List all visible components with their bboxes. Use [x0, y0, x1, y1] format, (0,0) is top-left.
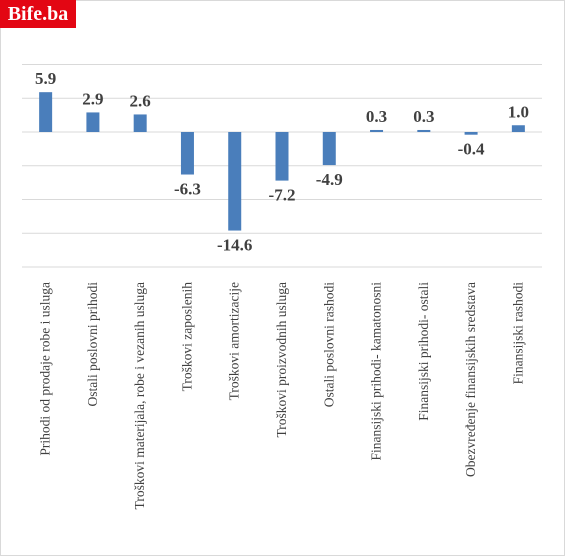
value-label-6: -4.9 — [316, 170, 343, 189]
category-labels: Prihodi od prodaje robe i usluga Ostali p… — [38, 282, 526, 510]
bar-10[interactable] — [511, 125, 525, 132]
value-label-3: -6.3 — [174, 180, 201, 199]
category-label-7: Finansijski prihodi- kamatonosni — [369, 282, 384, 461]
bar-9[interactable] — [464, 132, 478, 135]
category-label-6: Ostali poslovni rashodi — [321, 282, 336, 407]
value-label-9: -0.4 — [458, 140, 485, 159]
value-label-10: 1.0 — [508, 102, 529, 121]
category-label-5: Troškovi proizvodnih usluga — [274, 282, 289, 438]
category-label-1: Ostali poslovni prihodi — [85, 282, 100, 407]
value-label-5: -7.2 — [269, 186, 296, 205]
category-label-3: Troškovi zaposlenih — [179, 282, 194, 392]
value-labels: 5.9 2.9 2.6 -6.3 -14.6 -7.2 -4.9 0.3 0.3 -0.4 1.0 — [35, 69, 529, 254]
bar-6[interactable] — [322, 132, 336, 166]
value-label-8: 0.3 — [413, 107, 434, 126]
value-label-2: 2.6 — [130, 91, 151, 110]
value-label-1: 2.9 — [82, 89, 103, 108]
bife-logo[interactable]: Bife.ba — [0, 0, 76, 28]
category-label-2: Troškovi materijala, robe i vezanih uslu… — [132, 282, 147, 509]
bar-2[interactable] — [133, 114, 147, 132]
bars — [39, 92, 525, 231]
category-label-4: Troškovi amortizacije — [227, 282, 242, 400]
value-label-0: 5.9 — [35, 69, 56, 88]
bar-8[interactable] — [417, 129, 431, 132]
bar-1[interactable] — [86, 112, 100, 132]
category-label-10: Finansijski rashodi — [510, 282, 525, 385]
category-label-9: Obezvređenje finansijskih sredstava — [463, 282, 478, 477]
bar-3[interactable] — [180, 132, 194, 175]
category-label-8: Finansijski prihodi- ostali — [416, 282, 431, 421]
value-label-7: 0.3 — [366, 107, 387, 126]
bar-0[interactable] — [39, 92, 53, 132]
bar-7[interactable] — [370, 129, 384, 132]
value-label-4: -14.6 — [217, 236, 252, 255]
category-label-0: Prihodi od prodaje robe i usluga — [38, 282, 53, 456]
bar-5[interactable] — [275, 132, 289, 181]
bar-4[interactable] — [228, 132, 242, 231]
